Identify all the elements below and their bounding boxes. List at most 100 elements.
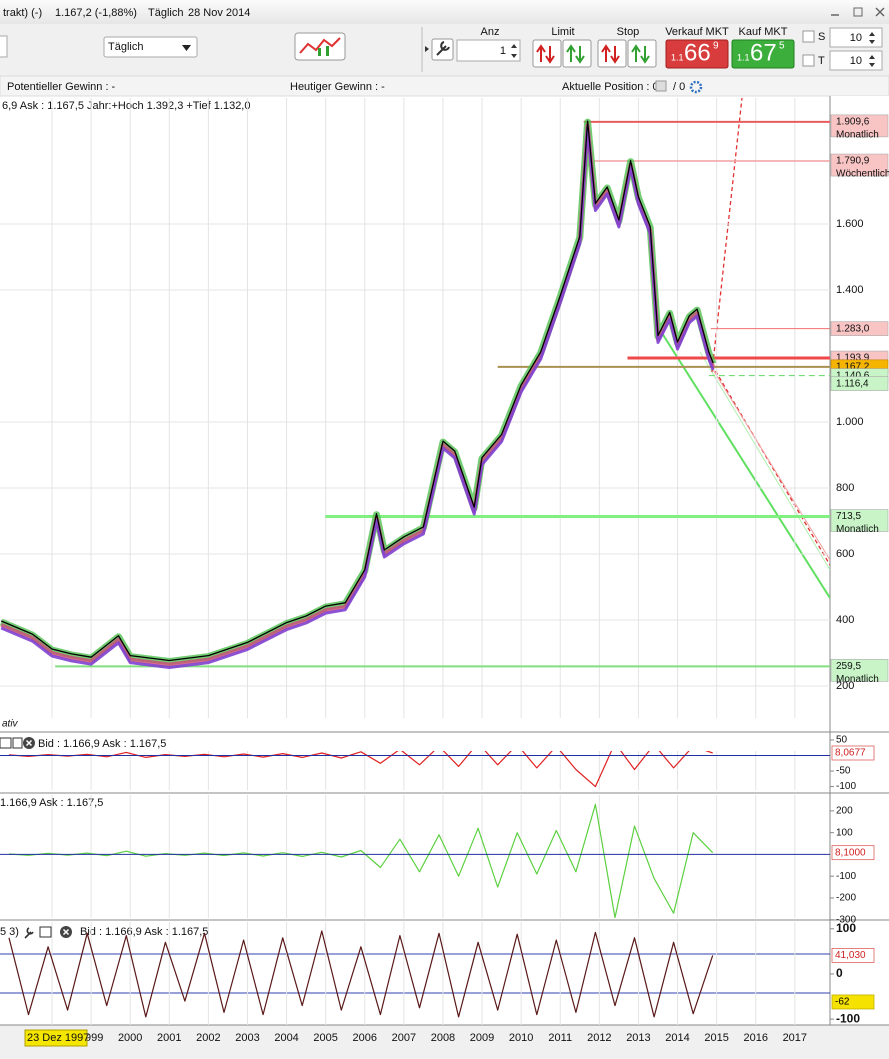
x-tick-label: 2016 — [743, 1032, 767, 1044]
t-value: 10 — [850, 55, 862, 67]
buy-button[interactable] — [731, 39, 795, 69]
t-input[interactable] — [829, 50, 883, 71]
limit-buy-button[interactable] — [532, 39, 562, 68]
panel — [8, 751, 796, 790]
value-marker-box — [831, 948, 875, 963]
close-button[interactable] — [875, 7, 885, 17]
order-icon — [566, 44, 585, 64]
interval-dropdown[interactable] — [103, 36, 198, 58]
trend-line — [699, 351, 830, 571]
dropdown-arrow — [182, 45, 191, 51]
cursor-label: 23 Dez 1997 — [27, 1032, 89, 1044]
maximize-button[interactable] — [853, 7, 863, 17]
price-line — [0, 118, 717, 665]
interval-value: Täglich — [108, 41, 143, 53]
t-checkbox[interactable] — [802, 54, 815, 67]
potential-profit: Potentieller Gewinn : - — [7, 81, 116, 93]
y-tick-label: 200 — [836, 806, 853, 817]
y-tick-label: 1.000 — [836, 416, 864, 428]
panel-3-header: Bid : 1.166,9 Ask : 1.167,5 — [80, 926, 208, 938]
t-spinner[interactable] — [869, 55, 875, 67]
value-marker-box — [831, 745, 875, 761]
x-tick-label: 2012 — [587, 1032, 611, 1044]
position-icon[interactable] — [655, 80, 667, 92]
expand-arrow[interactable] — [425, 46, 429, 52]
window-title: trakt) (-) — [3, 7, 42, 19]
x-tick-label: 2015 — [704, 1032, 728, 1044]
s-checkbox[interactable] — [802, 30, 815, 43]
order-icon — [536, 44, 555, 64]
x-tick-label: 2006 — [353, 1032, 377, 1044]
anz-spinner[interactable] — [511, 44, 517, 58]
sell-prefix: 1.1 — [671, 52, 684, 62]
panel-window-icon[interactable] — [12, 737, 23, 749]
panel-close-x — [25, 739, 33, 747]
level-label-box — [830, 114, 889, 138]
y-tick-label: 100 — [836, 827, 853, 838]
x-tick-label: 2014 — [665, 1032, 689, 1044]
trend-lines — [659, 98, 830, 599]
y-tick-label: 800 — [836, 482, 854, 494]
y-tick-label: 1.600 — [836, 218, 864, 230]
x-tick-label: 2002 — [196, 1032, 220, 1044]
price-line — [8, 930, 714, 1018]
buy-label: Kauf MKT — [739, 26, 788, 38]
t-label: T — [818, 55, 825, 67]
anz-input[interactable] — [456, 39, 521, 62]
value-marker-box — [831, 994, 875, 1010]
y-tick-label: 100 — [836, 921, 856, 935]
x-tick-label: 2000 — [118, 1032, 142, 1044]
y-tick-label: -100 — [836, 781, 856, 792]
panel-window-icon[interactable] — [39, 926, 52, 938]
sell-sup: 9 — [713, 41, 719, 52]
level-label: 713,5 — [836, 511, 861, 522]
position: Aktuelle Position : 0 — [562, 81, 659, 93]
x-tick-label: 2007 — [392, 1032, 416, 1044]
x-tick-label: 2005 — [313, 1032, 337, 1044]
left-field[interactable] — [0, 35, 8, 58]
anz-label: Anz — [481, 26, 500, 38]
panel-1-header: Bid : 1.166,9 Ask : 1.167,5 — [38, 738, 166, 750]
wrench-icon — [436, 41, 450, 56]
gear-icon[interactable] — [689, 80, 703, 94]
y-tick-label: -300 — [836, 914, 856, 925]
chart-icon-bar — [326, 46, 329, 56]
s-value: 10 — [850, 32, 862, 44]
title-bar — [0, 0, 889, 24]
limit-sell-button[interactable] — [562, 39, 592, 68]
x-tick-label: 2010 — [509, 1032, 533, 1044]
price-axis — [830, 96, 889, 1025]
y-tick-label: 600 — [836, 548, 854, 560]
y-tick-label: 0 — [836, 966, 843, 980]
y-tick-label: 200 — [836, 680, 854, 692]
chart-icon — [299, 37, 341, 54]
y-tick-label: -100 — [836, 871, 856, 882]
stop-sell-button[interactable] — [627, 39, 657, 68]
level-name: Monatlich — [836, 674, 879, 685]
sell-button[interactable] — [665, 39, 729, 69]
level-label: 1.790,9 — [836, 156, 870, 167]
s-spinner[interactable] — [869, 32, 875, 44]
level-label: 1.193,9 — [836, 353, 870, 364]
panel-3-prefix: 5 3) — [0, 926, 19, 938]
panel-window-icon[interactable] — [0, 737, 12, 749]
x-tick-label: 2004 — [274, 1032, 298, 1044]
today-profit: Heutiger Gewinn : - — [290, 81, 385, 93]
buy-sup: 5 — [779, 41, 785, 52]
panel-wrench-icon[interactable] — [24, 927, 34, 939]
sell-label: Verkauf MKT — [665, 26, 729, 38]
window-date: 28 Nov 2014 — [188, 7, 250, 19]
value-marker-box — [831, 845, 875, 861]
stop-buy-button[interactable] — [597, 39, 627, 68]
x-tick-label: 2013 — [626, 1032, 650, 1044]
level-name: Monatlich — [836, 130, 879, 141]
order-icon — [601, 44, 620, 64]
cursor-label-box — [24, 1029, 88, 1047]
s-input[interactable] — [829, 27, 883, 48]
value-marker-label: 8,0677 — [835, 748, 866, 759]
y-tick-label: 1.400 — [836, 284, 864, 296]
y-tick-label: -100 — [836, 1011, 860, 1025]
x-tick-label: 2011 — [548, 1032, 572, 1044]
buy-big: 67 — [750, 39, 777, 66]
